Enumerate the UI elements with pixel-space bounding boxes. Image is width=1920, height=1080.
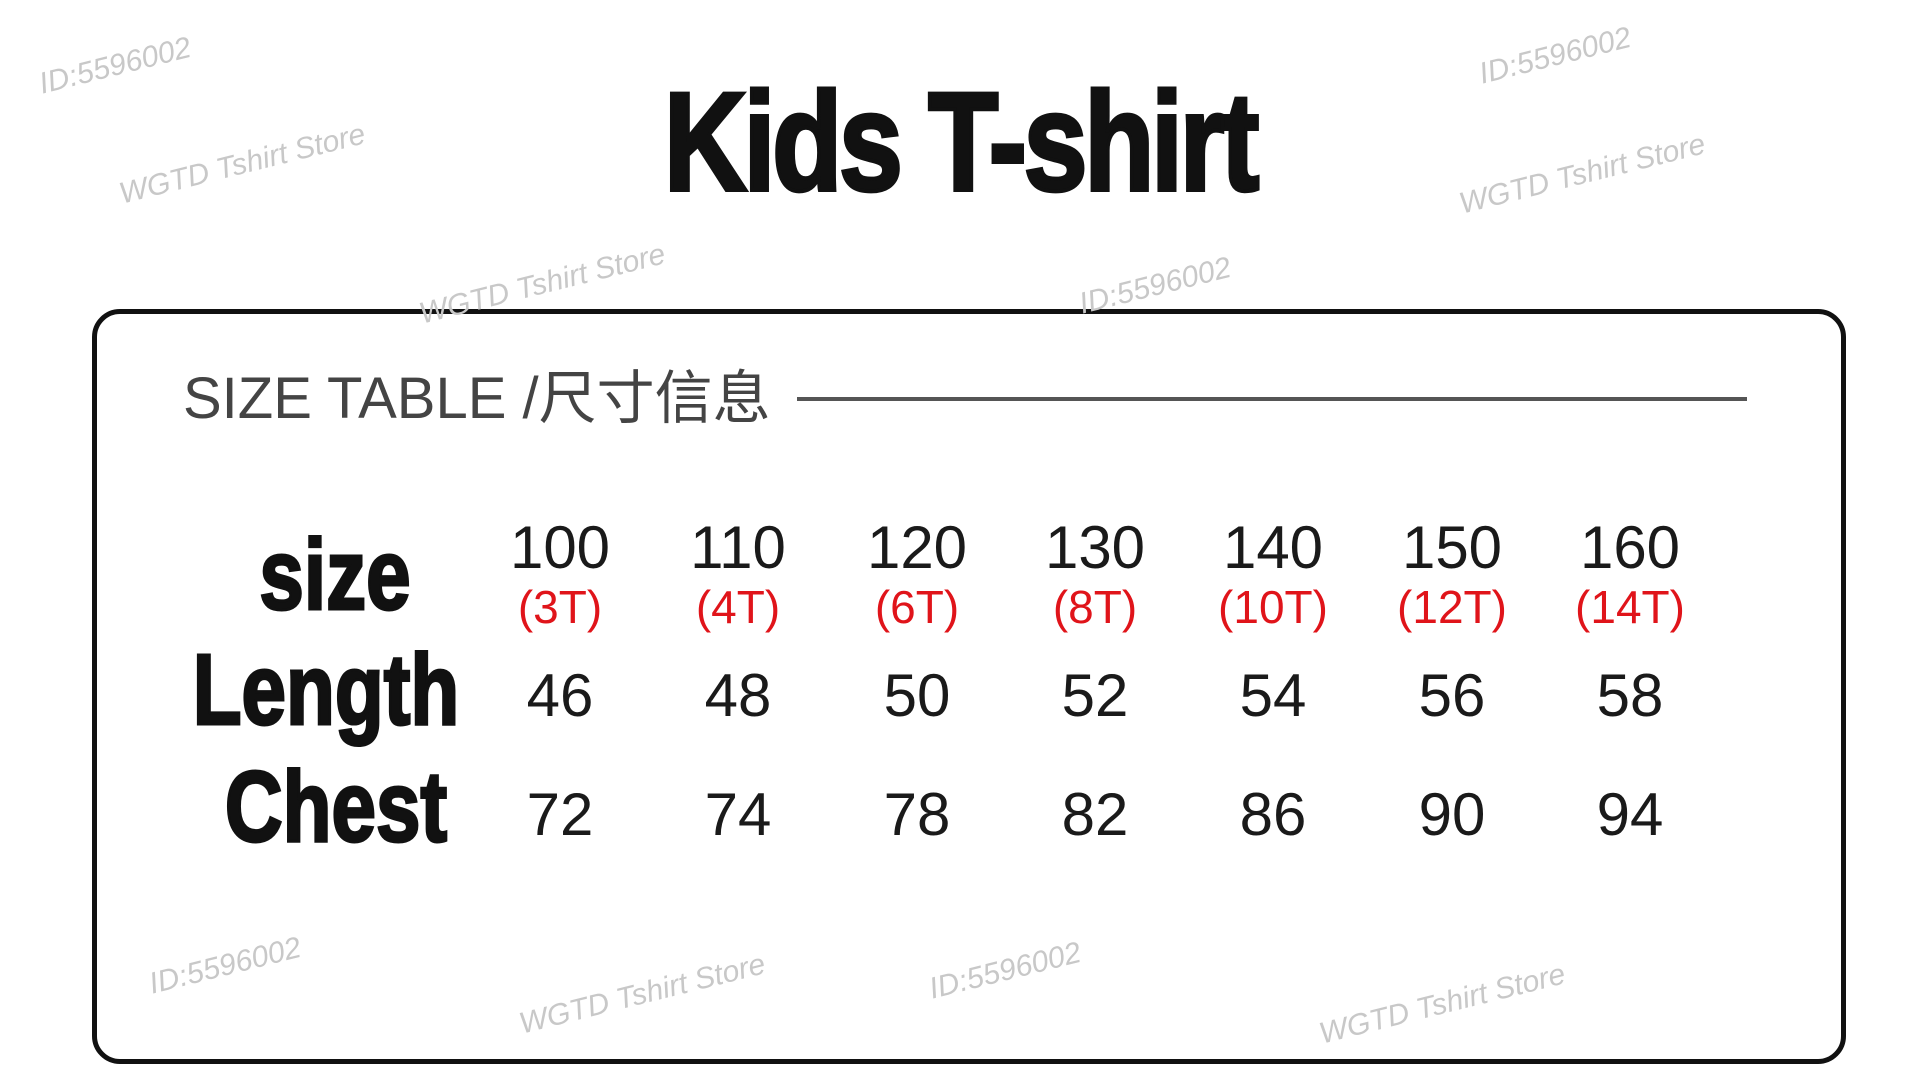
size-value: 140 (1222, 514, 1324, 581)
alt-size-value: (6T) (874, 581, 960, 633)
chest-value: 82 (1061, 781, 1129, 848)
alt-size-value: (10T) (1218, 581, 1328, 633)
chest-value: 72 (526, 781, 594, 848)
length-value: 50 (883, 662, 951, 729)
length-value: 46 (526, 662, 594, 729)
length-value: 52 (1061, 662, 1129, 729)
chest-value: 90 (1418, 781, 1486, 848)
size-table-frame (92, 309, 1846, 1064)
row-label-size: size (258, 519, 412, 631)
chest-value: 94 (1596, 781, 1664, 848)
length-value: 58 (1596, 662, 1664, 729)
chest-value: 74 (704, 781, 772, 848)
size-value: 130 (1044, 514, 1146, 581)
row-label-length: Length (191, 634, 460, 746)
chest-value: 86 (1239, 781, 1307, 848)
alt-size-value: (3T) (517, 581, 603, 633)
chest-value: 78 (883, 781, 951, 848)
alt-size-value: (14T) (1575, 581, 1685, 633)
size-table-header: SIZE TABLE /尺寸信息 (183, 366, 771, 431)
size-value: 160 (1579, 514, 1681, 581)
alt-size-value: (8T) (1052, 581, 1138, 633)
page-title: Kids T-shirt (662, 63, 1261, 220)
length-value: 56 (1418, 662, 1486, 729)
size-value: 120 (866, 514, 968, 581)
alt-size-value: (12T) (1397, 581, 1507, 633)
size-value: 150 (1401, 514, 1503, 581)
length-value: 54 (1239, 662, 1307, 729)
length-value: 48 (704, 662, 772, 729)
watermark: ID:5596002 (35, 30, 195, 101)
row-label-chest: Chest (224, 751, 449, 863)
alt-size-value: (4T) (695, 581, 781, 633)
size-value: 100 (509, 514, 611, 581)
size-value: 110 (690, 514, 786, 581)
header-divider (797, 397, 1747, 401)
